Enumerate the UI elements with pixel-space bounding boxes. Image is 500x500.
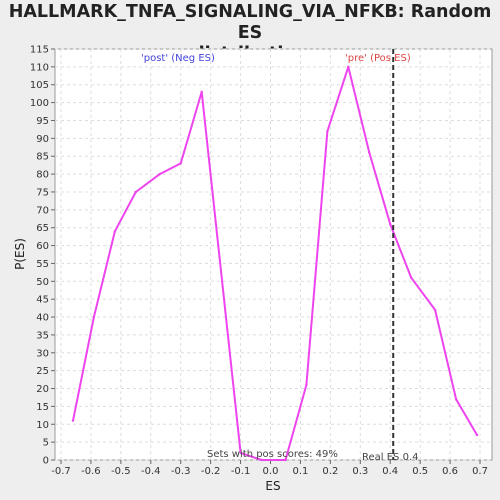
x-tick-label: -0.2 (201, 466, 221, 477)
y-tick-label: 45 (36, 295, 49, 306)
y-tick-label: 95 (36, 116, 49, 127)
data-point (433, 308, 437, 312)
x-tick-label: -0.4 (141, 466, 161, 477)
y-tick-label: 5 (43, 438, 49, 449)
y-tick-label: 100 (30, 98, 49, 109)
data-point (260, 458, 263, 462)
y-tick-label: 70 (36, 205, 49, 216)
x-tick-label: 0.1 (292, 466, 308, 477)
x-tick-label: -0.3 (171, 466, 191, 477)
x-tick-label: -0.1 (231, 466, 251, 477)
data-point (92, 315, 96, 319)
plot-area (54, 48, 493, 461)
x-tick-label: 0.7 (472, 466, 488, 477)
x-tick-label: 0.6 (442, 466, 458, 477)
y-tick-label: 30 (36, 348, 49, 359)
x-axis-label: ES (265, 479, 280, 493)
y-tick-label: 65 (36, 223, 49, 234)
chart-title-line1: HALLMARK_TNFA_SIGNALING_VIA_NFKB: Random… (8, 2, 492, 43)
real-es-label: Real ES 0.4 (362, 452, 418, 463)
data-point (368, 151, 371, 154)
data-point (71, 419, 75, 422)
data-point (305, 383, 308, 387)
y-tick-label: 20 (36, 384, 49, 395)
data-point (389, 222, 392, 226)
data-point (179, 162, 182, 165)
y-tick-label: 35 (36, 330, 49, 341)
y-tick-label: 55 (36, 259, 49, 270)
axes: 0 5 10 15 20 25 30 35 40 45 50 55 60 65 70 75 80 85 90 95 10… (30, 45, 488, 478)
grid (55, 48, 492, 461)
data-point (113, 230, 117, 233)
pos-scores-label: Sets with pos scores: 49% (207, 449, 338, 460)
data-point (475, 433, 479, 437)
x-tick-label: -0.6 (81, 466, 101, 477)
y-tick-label: 90 (36, 134, 49, 145)
x-tick-label: -0.5 (111, 466, 131, 477)
pos-es-label: 'pre' (Pos ES) (345, 53, 411, 64)
x-tick-label: -0.7 (51, 466, 71, 477)
y-tick-label: 60 (36, 241, 49, 252)
x-tick-label: 0.4 (382, 466, 398, 477)
y-tick-label: 75 (36, 187, 49, 198)
y-tick-label: 50 (36, 277, 49, 288)
y-tick-label: 25 (36, 366, 49, 377)
y-tick-label: 115 (30, 45, 49, 56)
data-point (158, 172, 161, 176)
neg-es-label: 'post' (Neg ES) (141, 53, 215, 64)
x-tick-label: 0.2 (322, 466, 338, 477)
x-tick-label: 0.5 (412, 466, 428, 477)
y-tick-label: 40 (36, 313, 49, 324)
y-axis-label: P(ES) (13, 238, 27, 270)
data-point (326, 130, 329, 133)
data-point (284, 458, 287, 462)
y-tick-label: 15 (36, 402, 49, 413)
y-tick-label: 85 (36, 152, 49, 163)
data-point (454, 398, 458, 401)
y-tick-label: 0 (43, 456, 49, 467)
x-tick-label: 0.3 (352, 466, 368, 477)
y-tick-label: 110 (30, 62, 49, 73)
y-tick-label: 80 (36, 170, 49, 181)
series-group (71, 49, 479, 462)
data-point (409, 276, 413, 279)
y-tick-label: 10 (36, 420, 49, 431)
annotations: 'post' (Neg ES) 'pre' (Pos ES) Sets with… (141, 53, 418, 463)
y-tick-label: 105 (30, 80, 49, 91)
data-point (239, 451, 242, 455)
data-point (134, 190, 138, 194)
data-point (200, 90, 203, 94)
data-point (347, 65, 350, 69)
x-tick-label: 0.0 (263, 466, 279, 477)
